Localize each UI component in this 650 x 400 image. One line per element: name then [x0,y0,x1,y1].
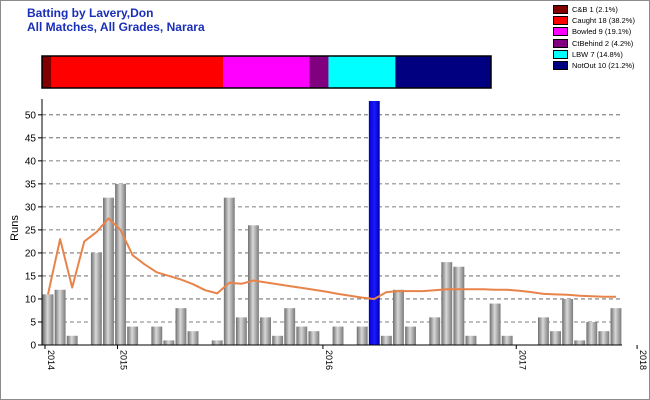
bar [489,303,501,345]
bar [441,262,453,345]
bar [223,197,235,345]
x-tick-label: 2018 [638,350,648,370]
average-line-group [47,217,616,300]
y-tick-label: 50 [25,110,37,121]
bar [308,331,320,345]
bar [501,335,513,345]
bar [54,289,66,345]
legend-swatch [553,49,568,59]
legend-item: Bowled 9 (19.1%) [553,26,648,37]
legend-label: CtBehind 2 (4.2%) [572,38,634,48]
bar [356,326,368,345]
x-tick-label: 2016 [324,350,334,370]
dismissal-segment [51,56,224,88]
bar [42,294,54,345]
bar [574,340,586,345]
bar [103,197,114,345]
legend-item: C&B 1 (2.1%) [553,4,648,15]
average-line [47,217,616,300]
y-tick-label: 25 [25,225,37,236]
bar [550,331,561,345]
y-tick-label: 10 [25,294,37,305]
bar [610,308,622,345]
y-tick-label: 35 [25,179,37,190]
x-ticks: 2014 2015 2016 2017 2018 [44,345,648,370]
legend-item: LBW 7 (14.8%) [553,49,648,60]
legend-label: Caught 18 (38.2%) [572,16,635,26]
legend-swatch [553,38,568,48]
bar [248,225,259,345]
legend-label: NotOut 10 (21.2%) [572,61,635,71]
grid-lines [42,114,622,323]
y-tick-label: 30 [25,202,37,213]
x-tick-label: 2014 [46,350,56,370]
legend-label: LBW 7 (14.8%) [572,49,623,59]
bar [235,317,247,345]
y-tick-label: 5 [30,317,36,328]
bar [90,252,102,345]
dismissal-segment [395,56,491,88]
legend-label: C&B 1 (2.1%) [572,5,618,15]
bar [598,331,610,345]
bar [260,317,271,345]
dismissal-segment [223,56,310,88]
y-axis-label: Runs [9,215,21,241]
x-tick-label: 2015 [119,350,129,370]
bar [332,326,344,345]
bar [211,340,223,345]
bar [284,308,296,345]
bar [127,326,139,345]
bar [175,308,187,345]
y-ticks: 0 5 10 15 20 25 30 35 40 45 50 [25,110,42,352]
bar [368,101,380,345]
bar [115,183,126,345]
bar [405,326,416,345]
y-tick-label: 20 [25,248,37,259]
y-tick-label: 45 [25,133,37,144]
legend-item: CtBehind 2 (4.2%) [553,38,648,49]
dismissal-bar [41,55,492,89]
bar [562,298,574,345]
dismissal-segment [42,56,52,88]
legend-item: NotOut 10 (21.2%) [553,60,648,71]
chart-subtitle: All Matches, All Grades, Narara [27,20,205,34]
legend-item: Caught 18 (38.2%) [553,15,648,26]
bar [393,289,404,345]
bar [453,266,465,345]
bar [163,340,175,345]
bar [66,335,78,345]
bar [538,317,549,345]
bar [296,326,308,345]
legend-swatch [553,27,568,37]
x-tick-label: 2017 [517,350,527,370]
dismissal-bar-outline [41,55,492,89]
bar [586,321,598,345]
legend: C&B 1 (2.1%) Caught 18 (38.2%) Bowled 9 (1… [553,4,648,71]
chart-title: Batting by Lavery,Don [27,6,154,20]
dismissal-segment [309,56,329,88]
legend-swatch [553,61,568,71]
legend-swatch [553,5,568,15]
y-tick-label: 40 [25,156,37,167]
dismissal-segment [328,56,396,88]
bar [380,335,392,345]
bar [465,335,477,345]
bar [272,335,284,345]
y-tick-label: 15 [25,271,37,282]
legend-label: Bowled 9 (19.1%) [572,27,632,37]
bar [151,326,163,345]
legend-swatch [553,16,568,26]
bar [187,331,199,345]
y-tick-label: 0 [30,341,36,352]
bar [429,317,441,345]
bars [42,101,622,345]
axes [41,99,622,346]
